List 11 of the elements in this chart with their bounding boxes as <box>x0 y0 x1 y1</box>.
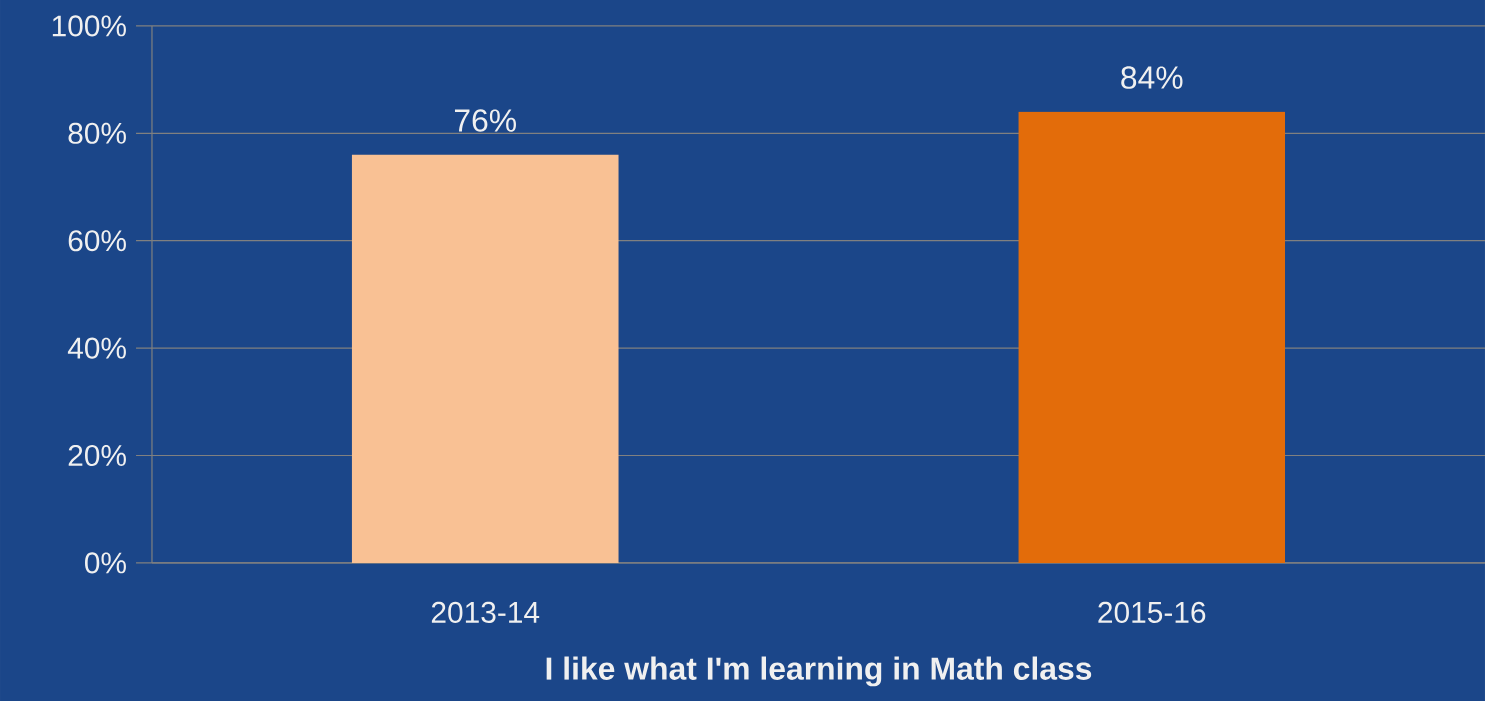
data-label: 76% <box>454 109 516 132</box>
y-tick-label: 40% <box>67 337 126 359</box>
x-axis-title: I like what I'm learning in Math class <box>546 656 1092 687</box>
data-label: 84% <box>1121 66 1183 89</box>
y-tick-label: 80% <box>68 122 126 144</box>
x-tick-label: 2015-16 <box>1098 601 1206 623</box>
x-tick-label: 2013-14 <box>431 601 540 623</box>
y-tick-label: 0% <box>85 552 126 574</box>
y-tick-label: 100% <box>52 15 126 37</box>
y-tick-label: 20% <box>68 444 126 466</box>
y-tick-label: 60% <box>68 229 126 252</box>
